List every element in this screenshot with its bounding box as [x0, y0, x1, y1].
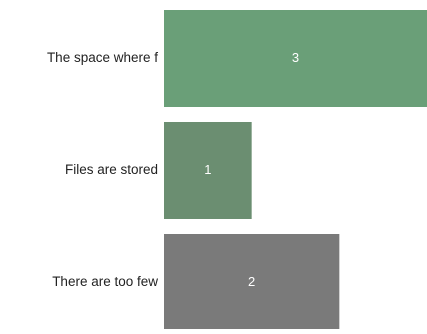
category-label-1: The space where f: [47, 50, 158, 65]
bar-3: [164, 234, 340, 331]
bars-layer: [164, 10, 427, 331]
value-labels: 3 1 2: [204, 50, 299, 289]
category-label-2: Files are stored: [65, 162, 158, 177]
value-label-2: 1: [204, 162, 211, 177]
value-label-1: 3: [292, 50, 299, 65]
category-labels: The space where f Files are stored There a…: [47, 50, 158, 289]
bar-2: [164, 122, 252, 219]
category-label-3: There are too few: [52, 274, 158, 289]
bar-1: [164, 10, 427, 107]
value-label-3: 2: [248, 274, 255, 289]
